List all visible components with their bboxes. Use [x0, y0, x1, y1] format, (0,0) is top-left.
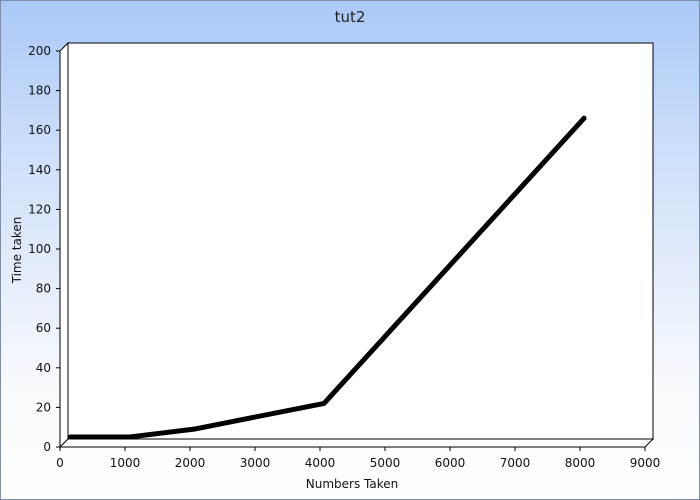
- x-tick-label: 6000: [435, 456, 466, 470]
- plot-back-wall: [67, 42, 654, 440]
- y-tick-label: 160: [28, 123, 51, 137]
- x-tick-label: 5000: [370, 456, 401, 470]
- y-tick-label: 60: [36, 321, 51, 335]
- y-tick-label: 200: [28, 44, 51, 58]
- x-tick-label: 1000: [110, 456, 141, 470]
- y-tick-label: 120: [28, 202, 51, 216]
- y-tick-label: 180: [28, 84, 51, 98]
- x-tick-label: 2000: [175, 456, 206, 470]
- y-axis-title: Time taken: [10, 217, 24, 285]
- data-point: [68, 434, 73, 440]
- x-tick-label: 3000: [240, 456, 271, 470]
- x-tick-label: 4000: [305, 456, 336, 470]
- data-point: [581, 115, 587, 121]
- plot-left-wall: [59, 41, 69, 449]
- x-tick-label: 8000: [565, 456, 596, 470]
- x-tick-label: 7000: [500, 456, 531, 470]
- series-layer: [68, 115, 587, 440]
- data-point: [191, 426, 197, 432]
- data-point: [126, 434, 132, 440]
- x-tick-label: 9000: [630, 456, 661, 470]
- x-tick-label: 0: [56, 456, 64, 470]
- chart-title: tut2: [334, 8, 366, 26]
- y-tick-label: 100: [28, 242, 51, 256]
- y-tick-label: 40: [36, 361, 51, 375]
- y-tick-label: 80: [36, 282, 51, 296]
- x-axis-title: Numbers Taken: [306, 477, 398, 491]
- y-tick-label: 0: [43, 440, 51, 454]
- plot-area: [58, 41, 655, 449]
- y-tick-label: 140: [28, 163, 51, 177]
- y-tick-label: 20: [36, 400, 51, 414]
- plot-floor: [58, 438, 655, 448]
- data-point: [321, 400, 327, 406]
